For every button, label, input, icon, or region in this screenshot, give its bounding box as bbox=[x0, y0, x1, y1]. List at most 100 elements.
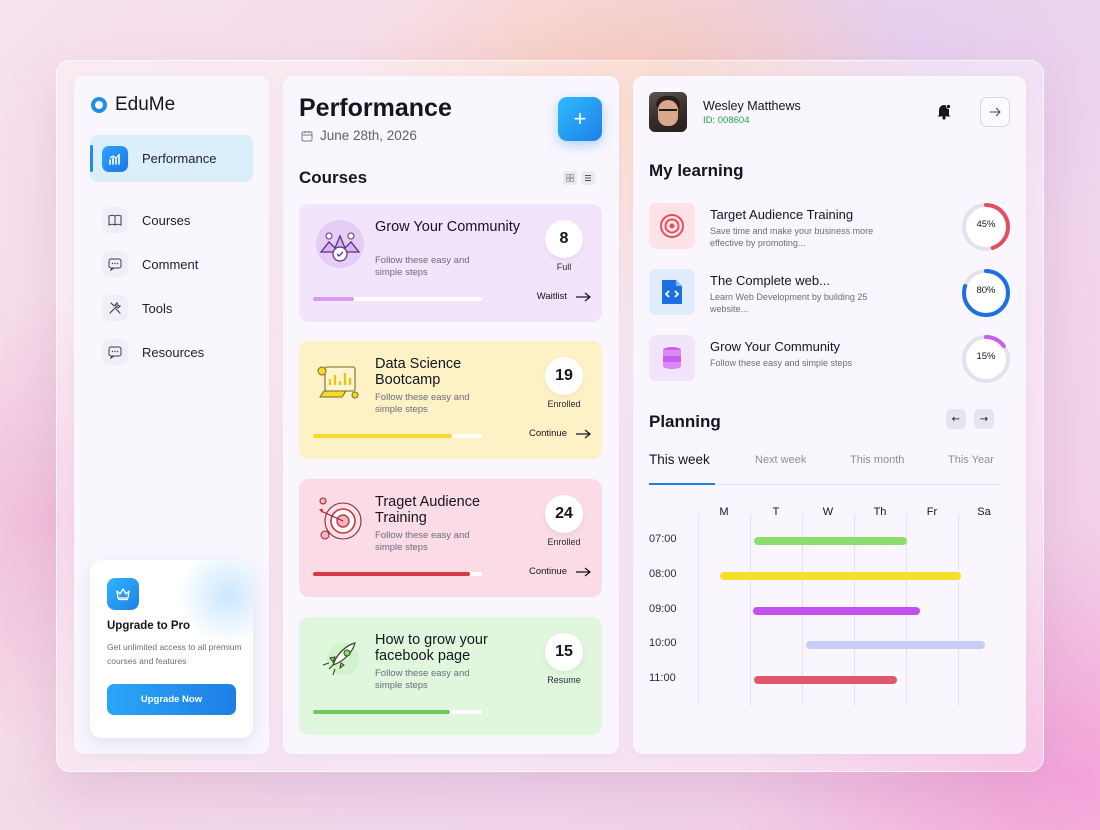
add-button[interactable]: + bbox=[558, 97, 602, 141]
tab-this-month[interactable]: This month bbox=[850, 454, 905, 466]
learning-title: Target Audience Training bbox=[710, 207, 854, 222]
performance-panel: Performance June 28th, 2026 + Courses Gr… bbox=[283, 76, 619, 754]
tab-this-week[interactable]: This week bbox=[649, 452, 710, 467]
learning-description: Save time and make your business more ef… bbox=[710, 226, 874, 248]
course-name: Traget Audience Training bbox=[375, 494, 481, 526]
schedule-bar[interactable] bbox=[720, 572, 961, 580]
day-column-line bbox=[698, 514, 699, 706]
sidebar-item-label: Tools bbox=[142, 300, 173, 316]
planning-nav: ← → bbox=[946, 409, 994, 429]
active-tab-indicator bbox=[649, 483, 715, 485]
database-icon bbox=[649, 335, 695, 381]
planning-tabs: This week Next week This month This Year bbox=[649, 452, 1001, 485]
sidebar-item-label: Resources bbox=[142, 344, 205, 360]
course-action-link[interactable]: Waitlist bbox=[499, 291, 591, 302]
course-count: 8 bbox=[545, 220, 583, 258]
brand-name: EduMe bbox=[115, 94, 176, 115]
target-icon bbox=[649, 203, 695, 249]
avatar[interactable] bbox=[649, 92, 687, 132]
courses-heading: Courses bbox=[299, 168, 368, 187]
course-status: Resume bbox=[547, 675, 581, 685]
logo-icon bbox=[91, 97, 107, 113]
course-status: Enrolled bbox=[547, 399, 581, 409]
learning-item[interactable]: The Complete web... Learn Web Developmen… bbox=[649, 269, 1011, 319]
next-week-button[interactable]: → bbox=[974, 409, 994, 429]
course-name: Grow Your Community bbox=[375, 219, 521, 235]
data-science-illustration-icon bbox=[311, 353, 369, 411]
progress-ring-arc bbox=[962, 203, 1010, 251]
arrow-right-icon bbox=[576, 292, 591, 301]
code-file-icon bbox=[649, 269, 695, 315]
sidebar: EduMe Performance Courses Comment Tools bbox=[74, 76, 269, 754]
course-action-link[interactable]: Continue bbox=[499, 566, 591, 577]
course-description: Follow these easy and simple steps bbox=[375, 668, 470, 691]
course-card[interactable]: Traget Audience Training Follow these ea… bbox=[299, 479, 602, 597]
notification-bell-icon[interactable] bbox=[935, 102, 953, 120]
course-card[interactable]: Data Science Bootcamp Follow these easy … bbox=[299, 341, 602, 459]
course-progress-fill bbox=[313, 434, 452, 438]
upgrade-card: Upgrade to Pro Get unlimited access to a… bbox=[90, 560, 253, 738]
planning-heading: Planning bbox=[649, 412, 721, 431]
progress-ring-arc bbox=[962, 269, 1010, 317]
course-status: Enrolled bbox=[547, 537, 581, 547]
list-view-icon[interactable] bbox=[581, 171, 595, 185]
course-card[interactable]: How to grow your facebook page Follow th… bbox=[299, 617, 602, 735]
schedule-bar[interactable] bbox=[752, 607, 921, 615]
upgrade-title: Upgrade to Pro bbox=[107, 620, 191, 632]
course-name: How to grow your facebook page bbox=[375, 632, 488, 664]
course-action-label: Waitlist bbox=[536, 291, 567, 302]
sidebar-item-label: Performance bbox=[142, 151, 217, 166]
sidebar-item-comment[interactable]: Comment bbox=[90, 242, 253, 286]
logout-button[interactable] bbox=[980, 97, 1010, 127]
learning-item[interactable]: Target Audience Training Save time and m… bbox=[649, 203, 1011, 253]
day-column-line bbox=[958, 514, 959, 706]
progress-ring-arc bbox=[962, 335, 1010, 383]
progress-percent: 15% bbox=[976, 351, 996, 362]
day-label: Fr bbox=[926, 506, 938, 518]
course-card[interactable]: Grow Your Community Follow these easy an… bbox=[299, 204, 602, 322]
learning-item[interactable]: Grow Your Community Follow these easy an… bbox=[649, 335, 1011, 385]
sidebar-item-courses[interactable]: Courses bbox=[90, 198, 253, 242]
crown-icon bbox=[107, 578, 139, 610]
tab-next-week[interactable]: Next week bbox=[755, 454, 807, 466]
course-name: Data Science Bootcamp bbox=[375, 356, 462, 388]
logo[interactable]: EduMe bbox=[91, 94, 175, 116]
grid-view-icon[interactable] bbox=[563, 171, 577, 185]
upgrade-now-button[interactable]: Upgrade Now bbox=[107, 684, 236, 715]
schedule-bar[interactable] bbox=[754, 676, 897, 684]
sidebar-item-resources[interactable]: Resources bbox=[90, 330, 253, 374]
day-label: Th bbox=[873, 506, 887, 518]
chart-icon bbox=[102, 145, 128, 172]
tab-this-year[interactable]: This Year bbox=[948, 454, 994, 466]
time-label: 07:00 bbox=[649, 533, 677, 545]
progress-ring bbox=[962, 203, 1010, 251]
avatar-glasses bbox=[659, 109, 677, 114]
sidebar-nav: Performance Courses Comment Tools Resour… bbox=[90, 135, 253, 374]
course-action-label: Continue bbox=[528, 428, 567, 439]
course-progress-fill bbox=[313, 297, 354, 301]
progress-ring bbox=[962, 269, 1010, 317]
schedule-bar[interactable] bbox=[754, 537, 908, 545]
calendar-icon bbox=[301, 130, 313, 141]
time-label: 10:00 bbox=[649, 637, 677, 649]
time-label: 09:00 bbox=[649, 603, 677, 615]
learning-description: Learn Web Development by building 25 web… bbox=[710, 292, 868, 314]
schedule-bar[interactable] bbox=[806, 641, 986, 649]
sidebar-item-label: Courses bbox=[142, 212, 191, 228]
sidebar-item-performance[interactable]: Performance bbox=[90, 135, 253, 182]
course-progress-fill bbox=[313, 710, 450, 714]
course-count: 19 bbox=[545, 357, 583, 395]
avatar-face bbox=[658, 100, 678, 126]
course-action-link[interactable]: Continue bbox=[499, 428, 591, 439]
learning-title: Grow Your Community bbox=[710, 339, 841, 354]
arrow-right-icon bbox=[576, 429, 591, 438]
user-name: Wesley Matthews bbox=[703, 99, 801, 113]
progress-percent: 80% bbox=[976, 285, 996, 296]
sidebar-item-tools[interactable]: Tools bbox=[90, 286, 253, 330]
tools-icon bbox=[102, 295, 128, 321]
view-toggle bbox=[563, 171, 595, 185]
previous-week-button[interactable]: ← bbox=[946, 409, 966, 429]
learning-panel: Wesley Matthews ID: 008604 My learning T… bbox=[633, 76, 1026, 754]
progress-percent: 45% bbox=[976, 219, 996, 230]
course-progress-fill bbox=[313, 572, 471, 576]
